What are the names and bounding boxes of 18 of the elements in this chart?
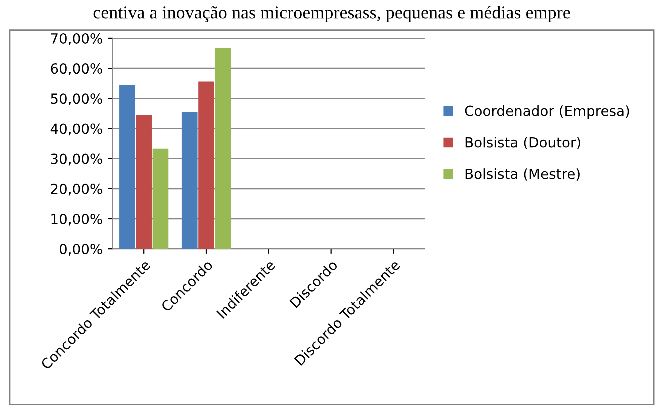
legend-label: Coordenador (Empresa)	[465, 106, 630, 119]
y-tick-label: 70,00%	[51, 33, 102, 46]
bar	[152, 148, 169, 250]
y-tick-label: 60,00%	[51, 64, 102, 76]
y-tick-label: 10,00%	[52, 214, 102, 226]
bar	[215, 48, 232, 250]
bar	[198, 82, 214, 250]
y-tick-label: 40,00%	[50, 124, 102, 136]
y-tick-label: 0,00%	[60, 244, 102, 256]
bar	[120, 85, 136, 250]
legend-label: Bolsista (Doutor)	[466, 137, 580, 150]
bar	[136, 115, 152, 250]
y-tick-label: 50,00%	[51, 94, 102, 106]
y-tick-label: 20,00%	[51, 184, 102, 196]
y-tick-label: 30,00%	[51, 154, 102, 166]
bar	[182, 112, 198, 250]
chart-title: centiva a inovação nas microempresass, pequenas e médias empre	[94, 6, 570, 22]
legend-label: Bolsista (Mestre)	[466, 168, 580, 181]
